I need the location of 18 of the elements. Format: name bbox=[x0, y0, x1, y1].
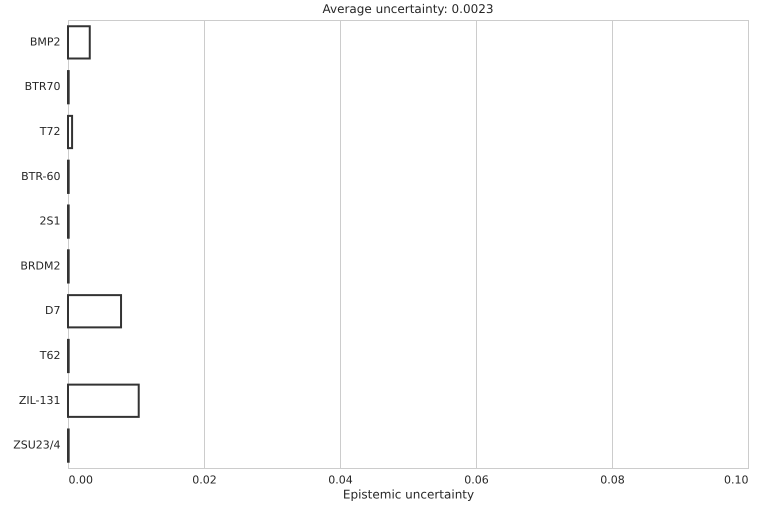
y-tick-label: BMP2 bbox=[30, 35, 60, 48]
y-tick-label: T72 bbox=[38, 125, 60, 138]
x-tick-label: 0.10 bbox=[724, 474, 748, 486]
x-tick-label: 0.06 bbox=[464, 474, 489, 486]
y-tick-label: T62 bbox=[38, 349, 60, 362]
chart-title: Average uncertainty: 0.0023 bbox=[322, 2, 494, 16]
x-tick-label: 0.02 bbox=[192, 474, 217, 486]
y-tick-label: BRDM2 bbox=[20, 259, 60, 272]
y-tick-label: 2S1 bbox=[40, 214, 60, 228]
x-tick-label: 0.04 bbox=[328, 474, 353, 486]
x-tick-label: 0.08 bbox=[600, 474, 625, 486]
y-tick-label: BTR70 bbox=[24, 80, 60, 94]
x-tick-label: 0.00 bbox=[68, 474, 93, 486]
y-tick-label: ZIL-131 bbox=[18, 394, 60, 407]
y-tick-label: ZSU23/4 bbox=[13, 438, 60, 452]
y-tick-label: BTR-60 bbox=[21, 170, 60, 183]
y-tick-label: D7 bbox=[45, 304, 60, 318]
x-axis-title: Epistemic uncertainty bbox=[342, 488, 474, 502]
